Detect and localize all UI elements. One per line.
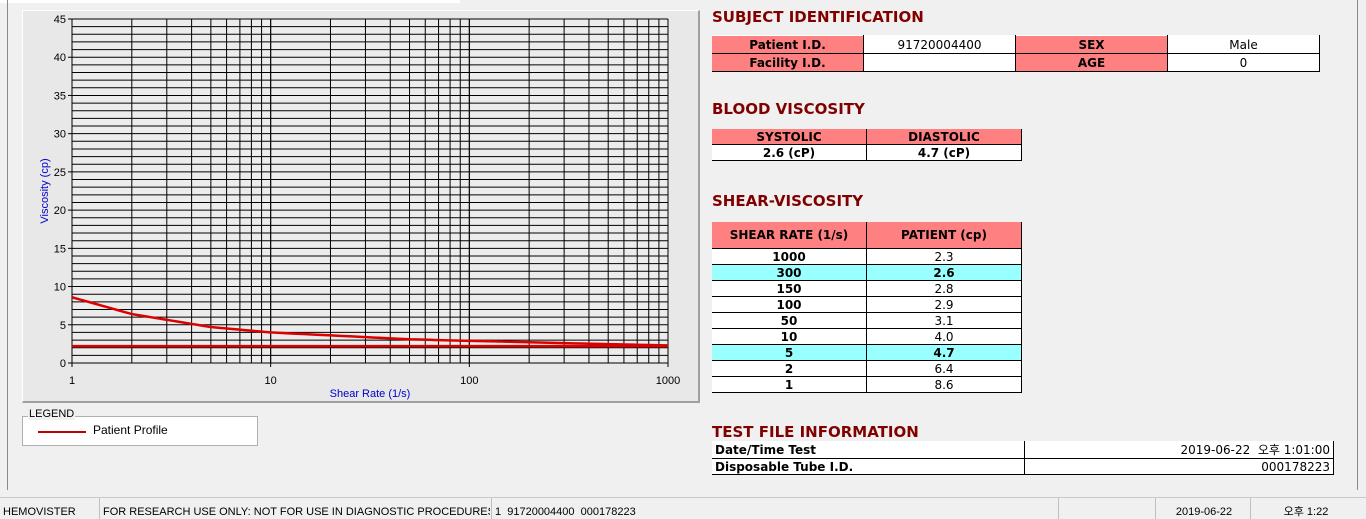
series-patient-profile (71, 296, 669, 347)
patient-cp-cell: 2.9 (866, 296, 1022, 313)
patient-cp-cell: 4.7 (866, 344, 1022, 361)
patient-cp-cell: 8.6 (866, 376, 1022, 393)
systolic-label: SYSTOLIC (712, 129, 867, 145)
shear-row: 50 3.1 (712, 312, 1022, 329)
diastolic-value: 4.7 (cP) (866, 144, 1022, 161)
y-tick-label: 45 (54, 14, 66, 26)
subject-title: SUBJECT IDENTIFICATION (712, 8, 924, 26)
y-tick-label: 5 (60, 320, 66, 332)
y-tick-label: 40 (54, 52, 66, 64)
patient-cp-header: PATIENT (cp) (866, 222, 1022, 249)
shear-row: 300 2.6 (712, 264, 1022, 281)
facility-id-value (863, 53, 1016, 72)
shear-rate-cell: 300 (712, 264, 867, 281)
x-tick-label: 100 (460, 375, 478, 387)
plot-area (72, 19, 668, 363)
top-strip (0, 0, 460, 3)
shear-rate-cell: 1 (712, 376, 867, 393)
window-border-right (1357, 0, 1358, 490)
shear-row: 5 4.7 (712, 344, 1022, 361)
datetime-value: 2019-06-22 오후 1:01:00 (1024, 441, 1334, 459)
status-app: HEMOVISTER (3, 506, 76, 518)
sex-value: Male (1167, 35, 1320, 54)
patient-id-value: 91720004400 (863, 35, 1016, 54)
shear-row: 100 2.9 (712, 296, 1022, 313)
status-time: 오후 1:22 (1250, 498, 1358, 519)
y-axis-label: Viscosity (cp) (39, 158, 51, 223)
shear-rate-cell: 100 (712, 296, 867, 313)
shear-row: 150 2.8 (712, 280, 1022, 297)
shear-row: 2 6.4 (712, 360, 1022, 377)
status-notice: FOR RESEARCH USE ONLY: NOT FOR USE IN DI… (99, 498, 490, 519)
patient-cp-cell: 4.0 (866, 328, 1022, 345)
patient-cp-cell: 2.3 (866, 248, 1022, 265)
datetime-label: Date/Time Test (712, 441, 1025, 459)
shear-viscosity-title: SHEAR-VISCOSITY (712, 192, 864, 210)
shear-rate-cell: 10 (712, 328, 867, 345)
systolic-value: 2.6 (cP) (712, 144, 867, 161)
shear-rate-cell: 2 (712, 360, 867, 377)
x-axis-label: Shear Rate (1/s) (330, 388, 411, 400)
shear-rate-cell: 150 (712, 280, 867, 297)
x-tick-label: 10 (265, 375, 277, 387)
diastolic-label: DIASTOLIC (866, 129, 1022, 145)
test-file-title: TEST FILE INFORMATION (712, 423, 919, 441)
shear-rate-header: SHEAR RATE (1/s) (712, 222, 867, 249)
facility-id-label: Facility I.D. (712, 53, 864, 72)
sex-label: SEX (1015, 35, 1168, 54)
patient-cp-cell: 3.1 (866, 312, 1022, 329)
age-label: AGE (1015, 53, 1168, 72)
x-tick-label: 1 (69, 375, 75, 387)
status-record: 1 91720004400 000178223 (491, 498, 1057, 519)
shear-viscosity-table: SHEAR RATE (1/s) PATIENT (cp) 1000 2.3 300… (712, 222, 1022, 393)
legend-line-swatch (38, 431, 86, 433)
status-blank (1058, 498, 1154, 519)
legend-title: LEGEND (28, 408, 76, 420)
y-tick-label: 15 (54, 243, 66, 255)
blood-viscosity-title: BLOOD VISCOSITY (712, 100, 865, 118)
y-tick-label: 35 (54, 90, 66, 102)
tube-id-value: 000178223 (1024, 458, 1334, 475)
y-tick-label: 0 (60, 358, 66, 370)
x-tick-label: 1000 (656, 375, 680, 387)
legend-box (22, 416, 258, 446)
y-tick-label: 30 (54, 129, 66, 141)
shear-rate-cell: 5 (712, 344, 867, 361)
shear-row: 1 8.6 (712, 376, 1022, 393)
blood-viscosity-table: SYSTOLIC DIASTOLIC 2.6 (cP) 4.7 (cP) (712, 129, 1022, 161)
age-value: 0 (1167, 53, 1320, 72)
patient-id-label: Patient I.D. (712, 35, 864, 54)
patient-cp-cell: 2.6 (866, 264, 1022, 281)
shear-row: 10 4.0 (712, 328, 1022, 345)
y-tick-label: 20 (54, 205, 66, 217)
legend-label: Patient Profile (93, 423, 168, 437)
y-tick-label: 10 (54, 282, 66, 294)
viscosity-chart: 0 5 10 15 20 25 30 35 40 45 1 10 100 1000 Shear Rate (… (39, 14, 680, 400)
test-file-table: Date/Time Test 2019-06-22 오후 1:01:00 Dis… (712, 441, 1334, 475)
tube-id-label: Disposable Tube I.D. (712, 458, 1025, 475)
shear-rate-cell: 1000 (712, 248, 867, 265)
shear-row: 1000 2.3 (712, 248, 1022, 265)
y-tick-label: 25 (54, 167, 66, 179)
patient-cp-cell: 2.8 (866, 280, 1022, 297)
status-date: 2019-06-22 (1155, 498, 1249, 519)
window-border-left (7, 0, 8, 490)
subject-table: Patient I.D. 91720004400 SEX Male Facili… (712, 35, 1320, 72)
shear-rate-cell: 50 (712, 312, 867, 329)
patient-cp-cell: 6.4 (866, 360, 1022, 377)
status-bar: HEMOVISTER FOR RESEARCH USE ONLY: NOT FO… (0, 497, 1366, 519)
